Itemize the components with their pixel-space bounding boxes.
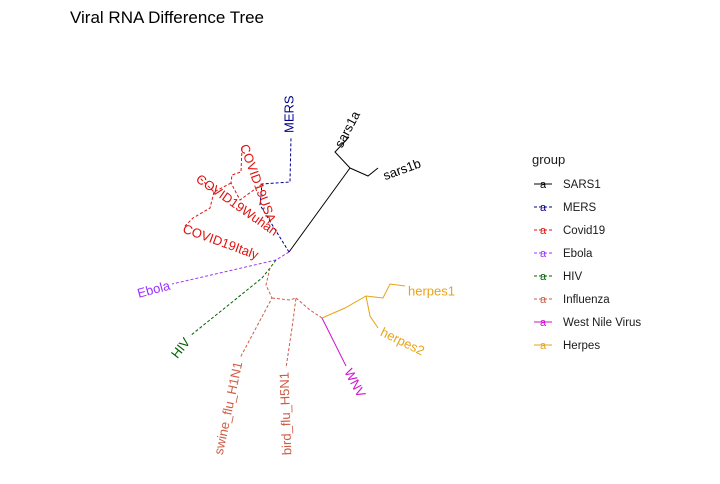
tip-labels: sars1asars1bMERSCOVID19USACOVID19WuhanCO… [136, 95, 455, 456]
legend-key-glyph: a [540, 271, 547, 283]
tip-label-hiv: HIV [168, 334, 193, 361]
legend-item-hiv: a HIV [534, 271, 583, 283]
legend-item-label: HIV [563, 271, 583, 283]
legend-item-label: MERS [563, 202, 597, 214]
branch-hiv [189, 259, 277, 337]
branch-covid19italy [184, 191, 215, 227]
legend-item-label: Covid19 [563, 225, 605, 237]
legend-item-influenza: a Influenza [534, 294, 610, 306]
branch-herpes2 [365, 295, 379, 329]
legend-key-glyph: a [540, 340, 547, 352]
legend-item-herpes: a Herpes [534, 340, 600, 352]
legend-key-glyph: a [540, 225, 547, 237]
branch-sars1-stem [288, 167, 351, 253]
legend-item-label: Ebola [563, 248, 593, 260]
legend-key-glyph: a [540, 179, 547, 191]
legend-item-label: Influenza [563, 294, 610, 306]
tip-label-herpes2: herpes2 [378, 324, 427, 358]
tip-label-herpes1: herpes1 [408, 283, 455, 298]
tip-label-bird-flu-h5n1: bird_flu_H5N1 [276, 372, 294, 456]
tip-label-sars1b: sars1b [381, 156, 423, 183]
legend-title: group [532, 152, 565, 167]
legend-item-west-nile-virus: a West Nile Virus [534, 317, 641, 329]
tip-label-swine-flu-h1n1: swine_flu_H1N1 [211, 360, 245, 456]
legend-item-covid19: a Covid19 [534, 225, 605, 237]
branch-covid19usa [230, 147, 263, 201]
tip-label-covid19italy: COVID19Italy [181, 221, 261, 262]
tip-label-mers: MERS [281, 95, 296, 133]
legend-key-glyph: a [540, 294, 547, 306]
legend-key-glyph: a [540, 248, 547, 260]
tip-label-wnv: WNV [341, 366, 369, 400]
tip-label-ebola: Ebola [136, 278, 173, 301]
legend: group a SARS1 a MERS a Covid19 a Ebola a HIV a Infl… [532, 152, 641, 352]
legend-item-sars1: a SARS1 [534, 179, 601, 191]
legend-item-mers: a MERS [534, 202, 597, 214]
branch-bird-flu [271, 297, 297, 369]
tree-plot [171, 136, 406, 369]
legend-item-ebola: a Ebola [534, 248, 593, 260]
legend-item-label: Herpes [563, 340, 600, 352]
branch-sars1b [349, 167, 379, 177]
figure-title: Viral RNA Difference Tree [70, 8, 264, 27]
branch-swine-flu [239, 267, 273, 359]
tip-label-sars1a: sars1a [331, 108, 363, 150]
branch-influenza-join [295, 297, 323, 319]
branch-wnv [321, 317, 347, 367]
legend-key-glyph: a [540, 202, 547, 214]
legend-item-label: West Nile Virus [563, 317, 641, 329]
legend-item-label: SARS1 [563, 179, 601, 191]
legend-key-glyph: a [540, 317, 547, 329]
branch-herpes1 [321, 283, 406, 319]
branch-sars1a [334, 136, 351, 169]
branch-ebola [171, 251, 290, 285]
